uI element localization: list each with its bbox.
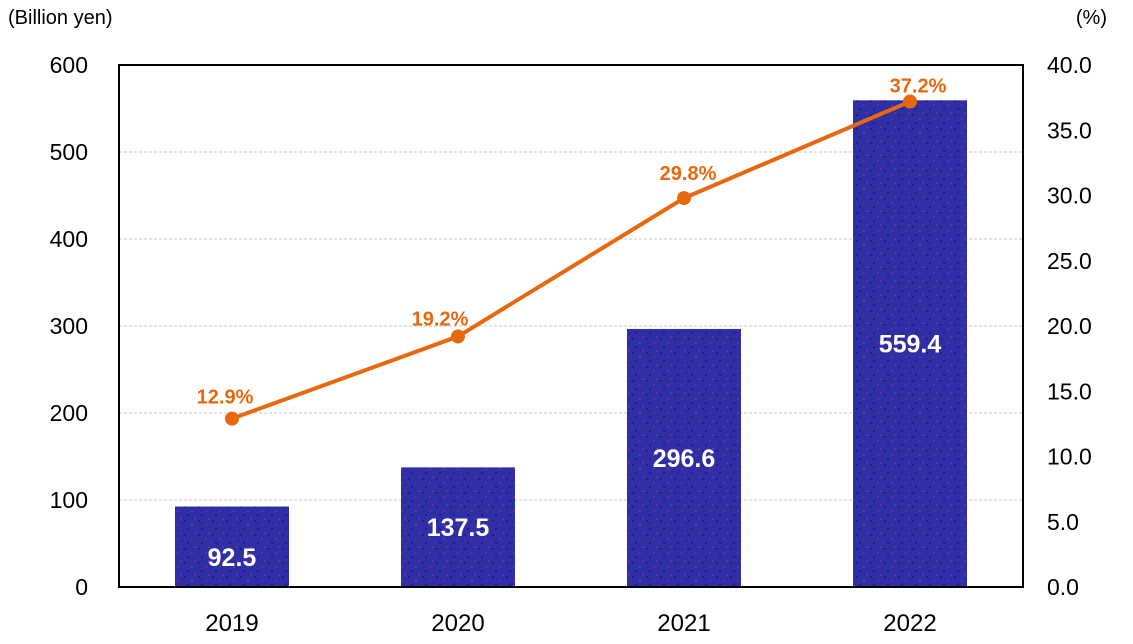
left-tick-500: 500 [50,139,88,165]
line-value-label-2022: 37.2% [890,76,947,98]
plot-border [118,64,1024,588]
right-tick-20.0: 20.0 [1047,313,1092,339]
line-value-label-2021: 29.8% [660,163,717,185]
right-tick-5.0: 5.0 [1047,509,1079,535]
line-marker-2022 [903,94,917,109]
right-tick-0.0: 0.0 [1047,574,1079,600]
left-tick-400: 400 [50,226,88,252]
left-tick-600: 600 [50,52,88,78]
x-label-2019: 2019 [205,610,258,637]
percentage-line [230,99,912,421]
left-tick-0: 0 [75,574,88,600]
right-tick-40.0: 40.0 [1047,52,1092,78]
left-tick-100: 100 [50,487,88,513]
line-marker-2020 [451,329,465,344]
bar-value-label-2022: 559.4 [879,331,942,359]
bar-value-label-2020: 137.5 [427,514,490,542]
right-tick-10.0: 10.0 [1047,444,1092,470]
bar-2021 [627,328,741,587]
x-label-2021: 2021 [657,610,710,637]
right-tick-25.0: 25.0 [1047,248,1092,274]
right-tick-15.0: 15.0 [1047,378,1092,404]
left-tick-200: 200 [50,400,88,426]
left-axis-unit-label: (Billion yen) [8,7,113,29]
line-marker-2019 [225,411,239,426]
line-marker-2021 [677,191,691,206]
right-tick-35.0: 35.0 [1047,117,1092,143]
right-axis-unit-label: (%) [1075,7,1107,29]
bar-value-label-2019: 92.5 [208,544,257,572]
line-value-label-2020: 19.2% [412,308,469,330]
x-label-2020: 2020 [431,610,484,637]
line-value-label-2019: 12.9% [197,387,254,409]
bar-2019 [175,506,289,587]
bar-2020 [401,467,515,587]
bar-value-label-2021: 296.6 [653,445,716,473]
right-tick-30.0: 30.0 [1047,183,1092,209]
bar-2022 [853,100,967,588]
left-tick-300: 300 [50,313,88,339]
x-label-2022: 2022 [883,610,936,637]
